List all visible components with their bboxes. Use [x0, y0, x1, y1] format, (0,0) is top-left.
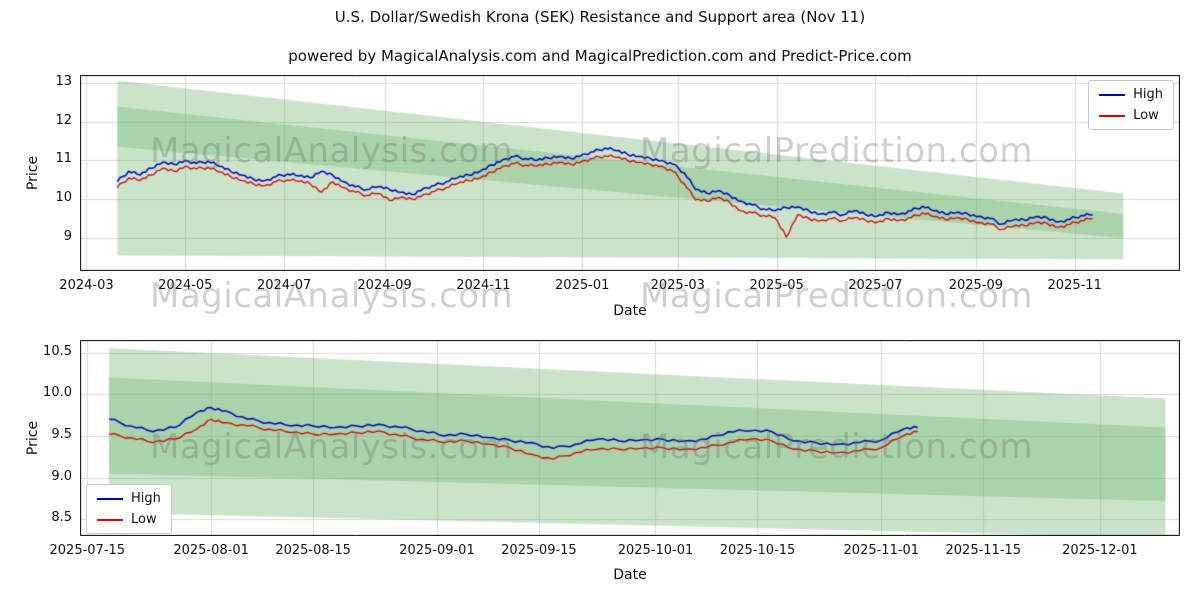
top-xaxis-label: Date: [613, 303, 647, 319]
y-tick-label: 13: [55, 73, 72, 89]
y-tick-label: 9.5: [51, 426, 72, 442]
x-tick-label: 2025-11-01: [843, 543, 920, 558]
legend-entry-low: Low: [97, 512, 161, 527]
x-tick-label: 2024-05: [158, 278, 213, 293]
high-line-swatch: [97, 497, 123, 500]
legend-label-low: Low: [131, 512, 157, 527]
x-tick-label: 2025-07: [848, 278, 903, 293]
x-tick-label: 2024-09: [357, 278, 412, 293]
legend-label-high: High: [1133, 87, 1163, 102]
legend-label-high: High: [131, 491, 161, 506]
high-line-swatch: [1099, 93, 1126, 96]
x-tick-label: 2025-05: [749, 278, 804, 293]
y-tick-label: 8.5: [51, 510, 72, 526]
x-tick-label: 2025-09-15: [501, 543, 577, 558]
x-tick-label: 2025-12-01: [1062, 543, 1138, 558]
legend-label-low: Low: [1133, 108, 1159, 123]
legend-entry-high: High: [97, 491, 161, 506]
x-tick-label: 2025-10-01: [617, 543, 694, 558]
x-tick-label: 2025-09: [948, 278, 1004, 293]
x-tick-label: 2025-09-01: [399, 543, 475, 558]
chart-title: U.S. Dollar/Swedish Krona (SEK) Resistan…: [334, 8, 866, 26]
x-tick-label: 2025-03: [650, 278, 705, 293]
bottom-xaxis-label: Date: [613, 567, 647, 583]
x-tick-label: 2024-03: [59, 278, 114, 293]
x-tick-label: 2025-08-01: [173, 543, 249, 558]
y-tick-label: 9.0: [51, 468, 72, 484]
legend-bottom-chart: High Low: [86, 484, 172, 534]
y-tick-label: 11: [55, 151, 72, 167]
x-tick-label: 2024-11: [456, 278, 511, 293]
x-tick-label: 2025-10-15: [719, 543, 796, 558]
x-tick-label: 2025-01: [555, 278, 610, 293]
chart-subtitle: powered by MagicalAnalysis.com and Magic…: [288, 47, 912, 65]
legend-entry-high: High: [1099, 87, 1163, 102]
x-tick-label: 2025-07-15: [49, 543, 126, 558]
y-tick-label: 12: [55, 112, 72, 128]
x-tick-label: 2025-08-15: [275, 543, 351, 558]
x-tick-label: 2025-11-15: [945, 543, 1022, 558]
x-tick-label: 2025-11: [1047, 278, 1102, 293]
y-tick-label: 10.0: [43, 385, 72, 401]
legend-entry-low: Low: [1099, 108, 1163, 123]
x-tick-label: 2024-07: [256, 278, 312, 293]
low-line-swatch: [1099, 114, 1126, 117]
y-tick-label: 10: [55, 190, 72, 206]
top-plot-canvas: [80, 75, 1180, 271]
y-tick-label: 10.5: [43, 343, 72, 359]
bottom-plot-canvas: [80, 340, 1180, 536]
legend-top-chart: High Low: [1088, 80, 1174, 130]
low-line-swatch: [97, 518, 123, 521]
y-tick-label: 9: [63, 229, 72, 244]
